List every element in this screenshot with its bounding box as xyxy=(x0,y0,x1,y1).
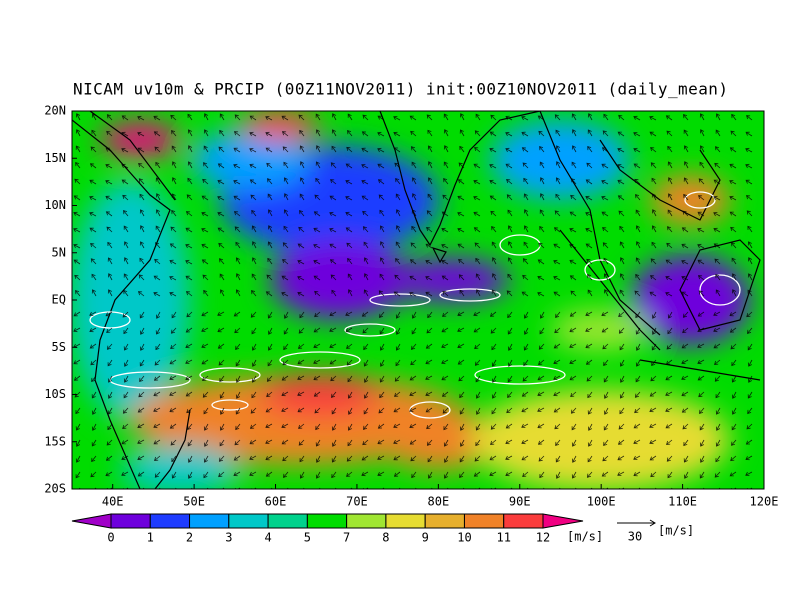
colorbar: 0 1 2 3 4 5 7 8 9 10 11 12 [m/s] xyxy=(71,513,603,545)
colorbar-label: 8 xyxy=(382,531,389,545)
colorbar-label: 3 xyxy=(225,531,232,545)
colorbar-label: 0 xyxy=(107,531,114,545)
lon-label: 80E xyxy=(428,495,450,509)
colorbar-box xyxy=(385,513,426,529)
colorbar-label: 2 xyxy=(186,531,193,545)
colorbar-box xyxy=(306,513,348,529)
reference-vector: 30 [m/s] xyxy=(617,519,694,544)
colorbar-box xyxy=(149,513,191,529)
lon-label: 100E xyxy=(587,495,616,509)
lon-label: 110E xyxy=(668,495,697,509)
colorbar-box xyxy=(228,513,269,529)
colorbar-box xyxy=(346,513,387,529)
reference-arrow xyxy=(617,519,656,527)
lat-label: 5S xyxy=(52,340,66,354)
precip-contours xyxy=(89,191,741,419)
lon-label: 90E xyxy=(509,495,531,509)
colorbar-label: 11 xyxy=(497,531,511,545)
lat-label: 10N xyxy=(44,198,66,212)
lon-label: 60E xyxy=(265,495,287,509)
lat-label: EQ xyxy=(52,293,66,307)
colorbar-label: 9 xyxy=(422,531,429,545)
lon-label: 50E xyxy=(183,495,205,509)
colorbar-box xyxy=(110,513,151,529)
colorbar-label: 12 xyxy=(536,531,550,545)
lon-label: 120E xyxy=(750,495,779,509)
wind-arrow-field xyxy=(73,113,753,489)
lat-label: 15N xyxy=(44,151,66,165)
colorbar-label: 10 xyxy=(457,531,471,545)
axes: 20N 15N 10N 5N EQ 5S 10S 15S 20S 40E 50E 60E 70E 80E 9… xyxy=(44,104,778,509)
colorbar-label: 1 xyxy=(147,531,154,545)
colorbar-box xyxy=(424,513,465,529)
map-title: NICAM uv10m & PRCIP (00Z11NOV2011) init:… xyxy=(73,80,728,99)
reference-unit: [m/s] xyxy=(658,524,694,538)
field xyxy=(72,111,764,489)
colorbar-label: 5 xyxy=(304,531,311,545)
colorbar-box xyxy=(463,513,505,529)
lat-label: 20S xyxy=(44,482,66,496)
reference-label: 30 xyxy=(628,530,642,544)
coastlines xyxy=(72,111,761,489)
colorbar-box xyxy=(267,513,308,529)
lat-label: 20N xyxy=(44,104,66,118)
colorbar-label: 4 xyxy=(264,531,271,545)
colorbar-label: 7 xyxy=(343,531,350,545)
lat-label: 10S xyxy=(44,387,66,401)
colorbar-end xyxy=(71,513,112,529)
wind-arrows xyxy=(73,113,753,489)
colorbar-box xyxy=(503,513,544,529)
lon-label: 70E xyxy=(346,495,368,509)
lon-label: 40E xyxy=(102,495,124,509)
colorbar-unit: [m/s] xyxy=(567,530,603,544)
lat-label: 5N xyxy=(52,245,66,259)
lat-label: 15S xyxy=(44,434,66,448)
colorbar-end xyxy=(542,513,584,529)
colorbar-box xyxy=(189,513,230,529)
